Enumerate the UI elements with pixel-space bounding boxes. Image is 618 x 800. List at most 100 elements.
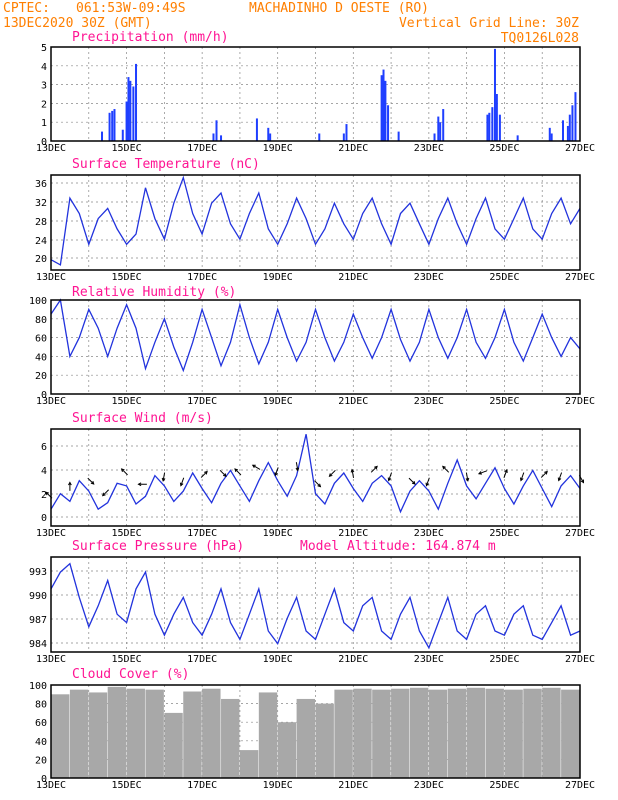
y-tick-label: 80	[35, 700, 47, 711]
x-tick-label: 23DEC	[414, 396, 444, 407]
wind-arrow-head	[465, 477, 470, 482]
wind-panel: Surface Wind (m/s) 0 2 4 6 13DEC 15DEC 17DEC 19D…	[36, 411, 595, 539]
precip-bar	[255, 118, 258, 141]
wind-arrow	[442, 465, 450, 473]
precip-bar	[345, 124, 348, 141]
cloud-bar	[221, 698, 240, 778]
x-tick-label: 13DEC	[36, 528, 66, 539]
wind-arrow-head	[544, 470, 548, 475]
wind-arrow	[68, 481, 72, 491]
pressure-title: Surface Pressure (hPa)	[72, 539, 244, 554]
precip-bar	[108, 112, 111, 141]
cloud-bar	[69, 689, 89, 778]
x-tick-label: 25DEC	[489, 654, 519, 665]
wind-arrow	[370, 465, 378, 473]
y-tick-label: 984	[29, 639, 47, 650]
wind-arrow-head	[101, 492, 106, 497]
precip-bar	[516, 135, 519, 141]
y-tick-label: 36	[35, 179, 47, 190]
wind-arrow-shaft	[314, 480, 321, 487]
cloud-bar	[372, 689, 391, 778]
wind-arrow-head	[204, 470, 208, 475]
wind-arrow	[137, 482, 147, 487]
wind-arrow-head	[251, 464, 256, 469]
precip-bar	[550, 133, 553, 141]
x-tick-label: 21DEC	[338, 396, 368, 407]
y-tick-label: 80	[35, 315, 47, 326]
wind-arrow-shaft	[370, 466, 378, 473]
wind-arrow-shaft	[200, 471, 208, 478]
wind-arrow-shaft	[442, 466, 450, 473]
wind-arrow-head	[161, 477, 166, 482]
y-tick-label: 24	[35, 236, 47, 247]
cloud-bar	[202, 688, 221, 778]
x-tick-label: 19DEC	[263, 654, 293, 665]
wind-arrow-head	[68, 481, 72, 486]
wind-arrow	[465, 472, 470, 482]
wind-arrow-head	[90, 481, 95, 485]
x-tick-label: 15DEC	[112, 654, 142, 665]
y-tick-label: 3	[41, 81, 47, 92]
y-tick-label: 60	[35, 718, 47, 729]
x-tick-label: 17DEC	[187, 143, 217, 154]
precip-bar	[498, 114, 501, 141]
y-tick-label: 5	[41, 43, 47, 54]
temperature-title: Surface Temperature (nC)	[72, 157, 260, 172]
cloud-frame	[50, 684, 581, 779]
y-tick-label: 990	[29, 591, 47, 602]
y-tick-label: 40	[35, 737, 47, 748]
x-tick-label: 27DEC	[565, 528, 595, 539]
source-label: CPTEC:	[3, 1, 50, 16]
x-tick-label: 15DEC	[112, 528, 142, 539]
wind-arrow-shaft	[102, 489, 110, 497]
wind-arrow-head	[580, 479, 585, 484]
cloud-bar	[334, 689, 353, 778]
wind-arrow-head	[477, 471, 482, 475]
wind-arrow	[519, 472, 525, 482]
wind-arrow-shaft	[162, 472, 166, 481]
header: CPTEC: 061:53W-09:49S MACHADINHO D OESTE…	[3, 1, 579, 46]
wind-arrow	[101, 489, 110, 497]
wind-arrow	[161, 472, 166, 482]
precip-bar	[129, 80, 132, 141]
precip-bar	[132, 86, 135, 141]
y-tick-label: 20	[35, 254, 47, 265]
y-tick-label: 6	[41, 442, 47, 453]
temperature-line	[50, 175, 581, 266]
y-tick-label: 1	[41, 118, 47, 129]
wind-arrow-shaft	[520, 472, 525, 481]
wind-arrow	[274, 467, 279, 477]
wind-arrow-head	[350, 468, 355, 473]
y-tick-label: 20	[35, 755, 47, 766]
precip-bar	[442, 109, 445, 141]
wind-frame	[50, 428, 581, 527]
x-tick-label: 21DEC	[338, 780, 368, 791]
y-tick-label: 100	[29, 296, 47, 307]
x-tick-label: 23DEC	[414, 143, 444, 154]
wind-arrow-shaft	[425, 477, 430, 486]
x-tick-label: 13DEC	[36, 143, 66, 154]
wind-title: Surface Wind (m/s)	[72, 411, 213, 426]
y-tick-label: 987	[29, 615, 47, 626]
precip-bar	[397, 131, 400, 141]
humidity-panel: Relative Humidity (%) 0 20 40 60 80 100 13DEC 15…	[29, 285, 595, 407]
wind-arrow	[234, 468, 242, 476]
wind-arrow-shaft	[408, 477, 416, 485]
precip-bar	[220, 135, 223, 141]
x-tick-label: 15DEC	[112, 396, 142, 407]
precip-bar	[318, 133, 321, 141]
precip-bar	[212, 133, 215, 141]
precip-bar	[488, 112, 491, 141]
precipitation-panel: Precipitation (mm/h) 0 1 2 3 4 5 13DEC 15DEC 17DE…	[36, 30, 595, 154]
cloud-bar	[485, 688, 504, 778]
precip-bar	[437, 116, 440, 141]
cloud-bar	[315, 703, 334, 778]
wind-arrow-head	[274, 472, 278, 477]
precip-bar	[495, 94, 498, 141]
y-tick-label: 0	[41, 513, 47, 524]
wind-arrow-head	[328, 473, 333, 478]
y-tick-label: 0	[41, 390, 47, 401]
y-tick-label: 100	[29, 681, 47, 692]
cloud-title: Cloud Cover (%)	[72, 667, 189, 682]
cloud-bar	[51, 694, 70, 778]
